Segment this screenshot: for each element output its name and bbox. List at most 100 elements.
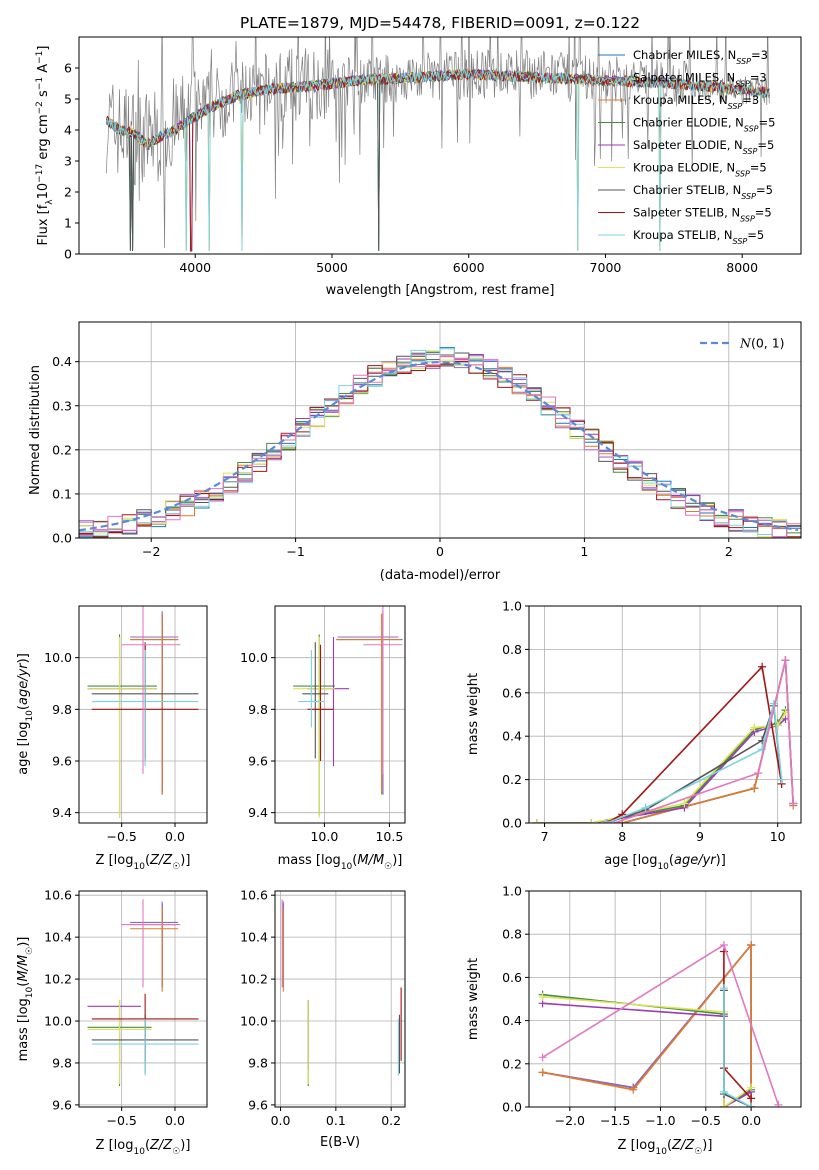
y-tick-label: 0.8	[502, 642, 522, 657]
errorbar-point	[130, 907, 179, 992]
axes-frame	[274, 605, 406, 824]
y-tick-label: 0.0	[502, 816, 522, 831]
errorbar-point	[130, 903, 179, 988]
y-tick-label: 0	[64, 247, 72, 262]
mass-weight-line	[542, 1002, 752, 1107]
errorbar-point	[87, 634, 157, 816]
x-tick-label: 7	[541, 829, 549, 844]
age_vs_Z-axes	[79, 606, 207, 823]
y-tick-label: 0.4	[502, 1013, 522, 1028]
x-tick-label: 0.0	[165, 829, 185, 844]
mass_vs_ebv-plot-area	[281, 899, 402, 1087]
y-tick-label: 9.4	[52, 805, 72, 820]
mass_vs_ebv-grid	[275, 891, 405, 1107]
mass-weight-marker	[754, 769, 763, 778]
x-tick-label: −1	[286, 544, 304, 559]
model-spectrum-kroupa-stelib	[106, 67, 770, 251]
errorbar-point	[87, 637, 157, 818]
mw-age-xlabel: age [log10(age/yr)]	[604, 853, 726, 872]
x-tick-label: 2	[725, 544, 733, 559]
errorbar-point	[87, 1000, 152, 1084]
y-tick-label: 9.8	[52, 1055, 72, 1070]
y-tick-label: 6	[64, 61, 72, 76]
mass-vs-z-ylabel: mass [log10(M/M☉)]	[16, 937, 35, 1062]
mass-weight-marker	[538, 1068, 547, 1077]
x-tick-label: −2	[142, 544, 160, 559]
legend-label: Salpeter ELODIE, NSSP=5	[633, 138, 774, 156]
errorbar-point	[121, 899, 181, 988]
mass-weight-line	[622, 660, 794, 823]
errorbar-point	[302, 642, 329, 759]
legend-label: Chabrier MILES, NSSP=3	[633, 48, 768, 66]
y-tick-label: 1.0	[502, 884, 522, 899]
mass-weight-marker	[719, 1087, 728, 1096]
mw-age-ylabel: mass weight	[466, 673, 481, 755]
y-tick-label: 0.2	[52, 442, 72, 457]
y-tick-label: 9.4	[248, 805, 268, 820]
errorbar-point	[293, 634, 335, 816]
legend-label: Kroupa MILES, NSSP=3	[633, 93, 759, 111]
age-vs-z-ylabel: age [log10(age/yr)]	[16, 653, 35, 775]
y-tick-label: 0.1	[52, 486, 72, 501]
mass-weight-marker	[750, 784, 759, 793]
x-tick-label: 7000	[590, 260, 622, 275]
mass_weight_vs_age-plot-area	[532, 656, 798, 823]
mass-weight-marker	[774, 1100, 783, 1107]
mass-weight-line	[723, 988, 752, 1107]
mass-weight-marker	[629, 1085, 638, 1094]
residuals-plot-area	[79, 347, 801, 538]
y-tick-label: 10.6	[240, 888, 268, 903]
mass-weight-marker	[719, 984, 728, 993]
y-tick-label: 0.2	[502, 772, 522, 787]
x-tick-label: 10	[770, 829, 786, 844]
y-tick-label: 3	[64, 154, 72, 169]
errorbar-point	[293, 637, 335, 818]
x-tick-label: 9	[696, 829, 704, 844]
spectrum-axes	[105, 37, 770, 252]
mass_weight_vs_Z-plot-area	[538, 941, 783, 1107]
residuals-frame: −2 −1 0 1 2 0.0 0.1 0.2 0.3 0.4 N(0, 1) (data-model…	[28, 321, 802, 583]
errorbar-point	[91, 649, 199, 767]
mass-weight-line	[614, 660, 794, 823]
axes-frame	[78, 890, 208, 1108]
legend-label: N(0, 1)	[739, 336, 785, 351]
mass-weight-marker	[680, 799, 689, 808]
y-tick-label: 9.6	[52, 754, 72, 769]
mass-weight-marker	[750, 723, 759, 732]
age_vs_mass-grid	[275, 606, 405, 823]
errorbar-point	[130, 901, 179, 986]
y-tick-label: 9.6	[248, 754, 268, 769]
errorbar-point	[87, 637, 157, 818]
errorbar-point	[363, 606, 403, 774]
mass-weight-line	[606, 665, 783, 823]
errorbar-point	[337, 613, 403, 795]
mass-weight-marker	[641, 803, 650, 812]
mass-weight-line	[723, 990, 752, 1107]
mass-weight-marker	[538, 1053, 547, 1062]
x-tick-label: 0.1	[326, 1113, 346, 1128]
x-tick-label: 8	[618, 829, 626, 844]
spectrum-frame: 4000 5000 6000 7000 8000 0 1 2 3 4 5 6 Chabrier MILE…	[35, 36, 802, 298]
mass_vs_ebv-axes	[275, 891, 405, 1107]
mass-weight-line	[622, 660, 794, 823]
age_vs_mass-plot-area	[293, 606, 403, 818]
residuals-xlabel: (data-model)/error	[380, 568, 501, 583]
mass-weight-marker	[758, 662, 767, 671]
spectrum-ylabel: Flux [fλ10−17 erg cm−2 s−1 A−1]	[35, 46, 55, 246]
y-tick-label: 10.4	[44, 930, 72, 945]
errorbar-point	[298, 649, 325, 728]
spectrum-plot-area	[105, 37, 770, 252]
mass-vs-ebv-xlabel: E(B-V)	[320, 1135, 360, 1150]
y-tick-label: 0.3	[52, 398, 72, 413]
x-tick-label: 0.0	[165, 1113, 185, 1128]
mass-weight-line	[622, 660, 794, 823]
y-tick-label: 0.6	[502, 685, 522, 700]
axes-frame	[528, 890, 802, 1108]
y-tick-label: 0.4	[52, 354, 72, 369]
y-tick-label: 0.0	[52, 531, 72, 546]
y-tick-label: 10.6	[44, 888, 72, 903]
mass_vs_Z-frame: −0.5 0.0 9.6 9.8 10.0 10.2 10.4 10.6 Z [log10(Z/…	[16, 888, 208, 1157]
y-tick-label: 10.2	[44, 972, 72, 987]
mass-weight-marker	[747, 941, 756, 949]
x-tick-label: −0.5	[106, 1113, 136, 1128]
